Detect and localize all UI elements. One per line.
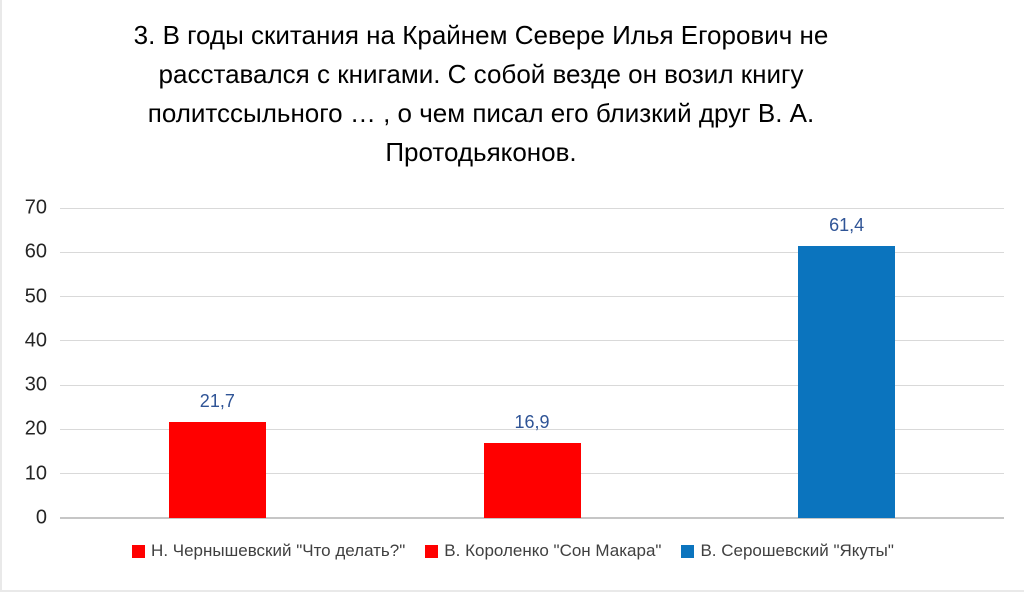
legend-swatch-icon	[681, 544, 695, 558]
legend: Н. Чернышевский "Что делать?" В. Короленк…	[2, 541, 1024, 561]
x-axis-line	[60, 517, 1004, 519]
bar-value-label: 21,7	[199, 390, 235, 411]
legend-item: В. Серошевский "Якуты"	[681, 541, 894, 561]
y-tick-label: 60	[24, 240, 47, 263]
legend-swatch-icon	[425, 544, 439, 558]
plot-area: 0 10 20 30 40 50 60 70 21,7 16,9 61,4	[25, 197, 1004, 529]
y-tick-label: 20	[24, 417, 47, 440]
y-tick-label: 50	[24, 285, 47, 308]
legend-label: В. Короленко "Сон Макара"	[444, 541, 662, 560]
bar-2	[483, 443, 581, 518]
y-tick-label: 10	[24, 462, 47, 485]
gridline	[60, 384, 1004, 386]
gridline	[60, 251, 1004, 253]
bar-value-label: 61,4	[829, 215, 865, 236]
legend-item: Н. Чернышевский "Что делать?"	[132, 541, 405, 561]
gridline	[60, 340, 1004, 342]
legend-label: В. Серошевский "Якуты"	[700, 541, 894, 560]
bar-3	[798, 246, 896, 518]
chart-title-line: 3. В годы скитания на Крайнем Севере Иль…	[133, 20, 829, 50]
gridline	[60, 428, 1004, 430]
legend-label: Н. Чернышевский "Что делать?"	[151, 541, 406, 560]
bar-value-label: 16,9	[514, 412, 550, 433]
chart-title-line: политссыльного … , о чем писал его близк…	[147, 98, 815, 128]
bar-1	[168, 421, 266, 518]
chart-title-line: расставался с книгами. С собой везде он …	[158, 59, 804, 89]
y-tick-label: 70	[24, 196, 47, 219]
y-tick-label: 30	[24, 373, 47, 396]
gridline	[60, 207, 1004, 209]
chart-title-line: Протодьяконов.	[385, 137, 577, 167]
legend-item: В. Короленко "Сон Макара"	[425, 541, 661, 561]
y-tick-label: 40	[24, 329, 47, 352]
gridline	[60, 296, 1004, 298]
legend-swatch-icon	[132, 544, 146, 558]
y-tick-label: 0	[35, 506, 47, 529]
chart-title: 3. В годы скитания на Крайнем Севере Иль…	[2, 16, 960, 172]
